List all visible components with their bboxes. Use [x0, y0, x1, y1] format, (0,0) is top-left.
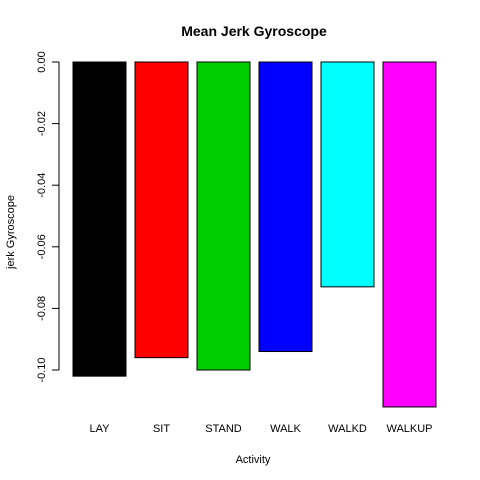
chart-title: Mean Jerk Gyroscope — [181, 23, 327, 39]
y-tick-label: 0.00 — [36, 51, 48, 72]
y-tick-label: -0.06 — [36, 234, 48, 259]
bar-sit — [134, 61, 189, 359]
category-labels: LAY SIT STAND WALK WALKD WALKUP — [90, 423, 433, 435]
y-tick-label: -0.08 — [36, 296, 48, 321]
category-label-walkd: WALKD — [328, 423, 367, 435]
y-tick-label: -0.02 — [36, 111, 48, 136]
category-label-walkup: WALKUP — [386, 423, 432, 435]
bar-lay — [72, 61, 127, 377]
category-label-lay: LAY — [90, 423, 111, 435]
category-label-stand: STAND — [205, 423, 242, 435]
x-axis-label: Activity — [236, 454, 271, 466]
y-tick-label: -0.04 — [36, 173, 48, 198]
bar-walkd — [320, 61, 375, 288]
y-axis-label: jerk Gyroscope — [5, 195, 17, 270]
y-tick-label: -0.10 — [36, 357, 48, 382]
category-label-sit: SIT — [153, 423, 170, 435]
category-label-walk: WALK — [270, 423, 301, 435]
bar-walk — [258, 61, 313, 353]
bar-walkup — [382, 61, 437, 408]
bars — [72, 61, 437, 408]
bar-stand — [196, 61, 251, 371]
y-axis: 0.00 -0.02 -0.04 -0.06 -0.08 -0.10 — [36, 51, 60, 383]
